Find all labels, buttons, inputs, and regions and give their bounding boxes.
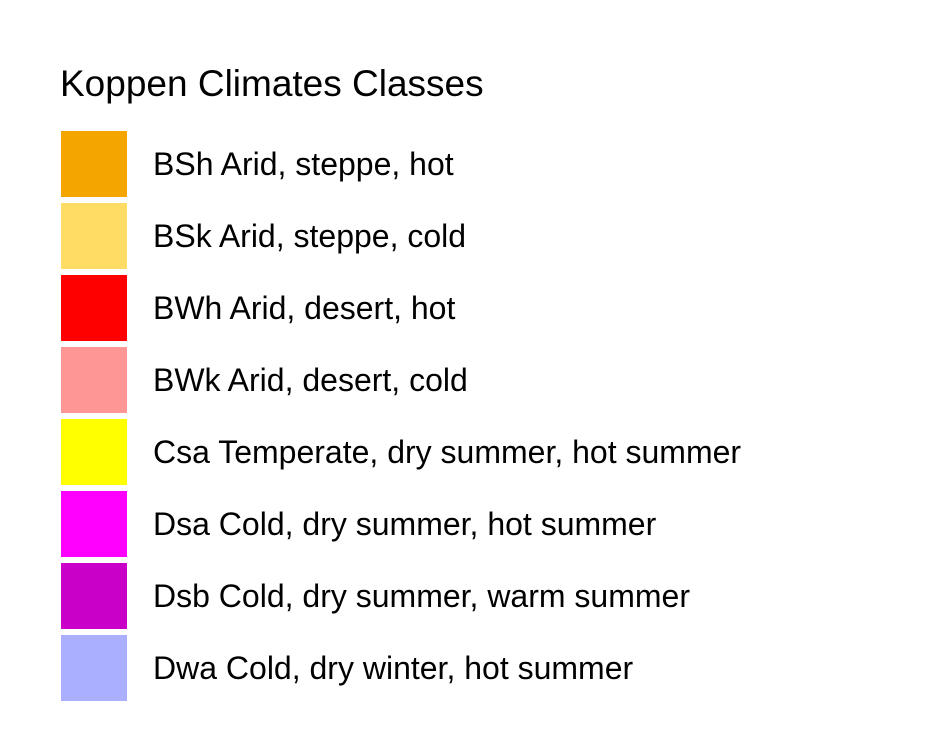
legend-item: BSh Arid, steppe, hot — [61, 131, 901, 197]
legend-item: BWh Arid, desert, hot — [61, 275, 901, 341]
legend-swatch — [61, 275, 127, 341]
legend-item: Dsb Cold, dry summer, warm summer — [61, 563, 901, 629]
legend-item: Csa Temperate, dry summer, hot summer — [61, 419, 901, 485]
legend-swatch — [61, 563, 127, 629]
legend-swatch — [61, 347, 127, 413]
legend-swatch — [61, 419, 127, 485]
legend-label: Csa Temperate, dry summer, hot summer — [153, 434, 742, 470]
legend-label: BSh Arid, steppe, hot — [153, 146, 454, 182]
legend-label: BSk Arid, steppe, cold — [153, 218, 467, 254]
legend-item: BWk Arid, desert, cold — [61, 347, 901, 413]
legend-item: BSk Arid, steppe, cold — [61, 203, 901, 269]
legend-label: Dsa Cold, dry summer, hot summer — [153, 506, 657, 542]
legend-label: Dwa Cold, dry winter, hot summer — [153, 650, 634, 686]
legend-label: BWk Arid, desert, cold — [153, 362, 468, 398]
legend-swatch — [61, 203, 127, 269]
legend-swatch — [61, 131, 127, 197]
legend-item: Dwa Cold, dry winter, hot summer — [61, 635, 901, 701]
legend-label: BWh Arid, desert, hot — [153, 290, 456, 326]
legend-item: Dsa Cold, dry summer, hot summer — [61, 491, 901, 557]
legend-swatch — [61, 491, 127, 557]
legend-swatch — [61, 635, 127, 701]
legend-title: Koppen Climates Classes — [60, 63, 484, 104]
legend-label: Dsb Cold, dry summer, warm summer — [153, 578, 690, 614]
